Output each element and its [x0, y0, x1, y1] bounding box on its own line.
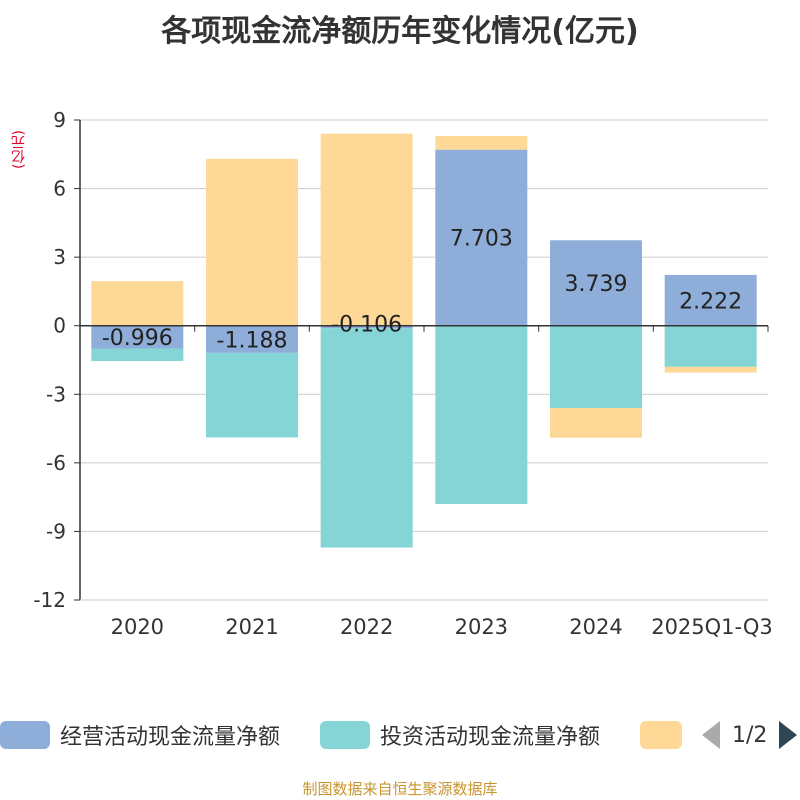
y-tick-label: 6 [53, 177, 66, 201]
data-label: -0.996 [102, 326, 173, 351]
bar-series1-2020[interactable] [91, 348, 184, 362]
bar-series1-2022[interactable] [320, 328, 413, 548]
x-tick-label: 2025Q1-Q3 [651, 615, 773, 639]
y-tick-label: -12 [33, 588, 66, 612]
chart-title: 各项现金流净额历年变化情况(亿元) [161, 14, 639, 49]
data-label: 2.222 [679, 289, 742, 314]
bars [91, 133, 757, 548]
bar-series0-2021[interactable] [206, 325, 298, 353]
bar-series0-2023[interactable] [435, 149, 528, 326]
legend-item-operating[interactable]: 经营活动现金流量净额 [0, 718, 280, 752]
y-tick-label: 0 [53, 314, 66, 338]
legend-pager: 1/2 [702, 718, 798, 752]
data-label: 7.703 [450, 227, 513, 252]
y-tick-label: -3 [46, 382, 66, 406]
bar-series0-2022[interactable] [320, 325, 413, 329]
legend-label-operating: 经营活动现金流量净额 [60, 725, 281, 750]
bar-chart: 9 6 3 0 -3 -6 -9 -12 2020 2021 2022 2023 2024 2025Q1-… [33, 108, 772, 639]
legend-swatch-financing [640, 721, 682, 749]
next-page-icon[interactable] [779, 721, 798, 749]
legend-page-indicator: 1/2 [732, 722, 768, 748]
legend-item-financing[interactable] [640, 718, 692, 752]
bar-series2-2022[interactable] [320, 133, 413, 326]
bar-series1-2021[interactable] [206, 352, 298, 438]
data-source-note: 制图数据来自恒生聚源数据库 [302, 780, 498, 798]
y-tick-label: -9 [46, 519, 66, 543]
y-tick-label: -6 [46, 451, 66, 475]
x-tick-label: 2024 [569, 615, 622, 639]
legend-label-investing: 投资活动现金流量净额 [380, 725, 601, 750]
bar-series2-2025Q1-Q3[interactable] [664, 366, 757, 373]
y-tick-label: 9 [53, 108, 66, 132]
legend-swatch-operating [0, 721, 50, 749]
bar-series0-2020[interactable] [91, 325, 184, 349]
bar-series1-2023[interactable] [435, 325, 528, 504]
legend-swatch-investing [320, 721, 370, 749]
bar-series2-2020[interactable] [91, 281, 184, 326]
prev-page-icon[interactable] [702, 721, 720, 749]
bar-series2-2023[interactable] [435, 135, 528, 150]
x-tick-label: 2023 [455, 615, 508, 639]
y-tick-label: 3 [53, 245, 66, 269]
data-label: 3.739 [565, 272, 628, 297]
x-tick-label: 2021 [225, 615, 278, 639]
bar-series0-2024[interactable] [550, 240, 642, 326]
bar-series2-2021[interactable] [206, 158, 298, 326]
bar-series1-2024[interactable] [550, 325, 642, 408]
bar-series2-2024[interactable] [550, 408, 642, 438]
bar-series1-2025Q1-Q3[interactable] [664, 325, 757, 367]
legend-item-investing[interactable]: 投资活动现金流量净额 [320, 718, 600, 752]
bar-series0-2025Q1-Q3[interactable] [664, 274, 757, 326]
data-labels: -0.996 -1.188 -0.106 7.703 3.739 2.222 [102, 227, 742, 354]
x-tick-label: 2020 [111, 615, 164, 639]
legend: 经营活动现金流量净额 投资活动现金流量净额 1/2 [0, 718, 800, 752]
data-label: -0.106 [331, 313, 402, 338]
axes: 9 6 3 0 -3 -6 -9 -12 2020 2021 2022 2023 2024 2025Q1-… [33, 108, 772, 639]
x-tick-label: 2022 [340, 615, 393, 639]
data-label: -1.188 [217, 328, 288, 353]
